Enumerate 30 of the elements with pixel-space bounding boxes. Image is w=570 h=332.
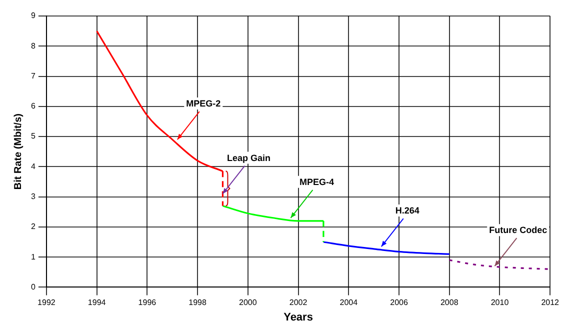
x-tick-label: 1994 xyxy=(88,298,106,308)
y-tick-label: 1 xyxy=(30,252,36,262)
y-tick-label: 9 xyxy=(30,11,36,20)
x-tick-label: 1996 xyxy=(138,298,157,308)
y-tick-label: 0 xyxy=(30,282,36,292)
x-tick-label: 1998 xyxy=(188,298,207,308)
y-tick-label: 7 xyxy=(30,71,36,80)
x-axis-title: Years xyxy=(284,311,313,324)
x-tick-label: 2002 xyxy=(289,298,308,308)
line-series xyxy=(322,241,450,255)
x-tick-label: 2000 xyxy=(239,298,258,308)
line-series xyxy=(448,259,550,270)
annotation: MPEG-4 xyxy=(299,176,334,187)
x-tick-label: 2012 xyxy=(541,298,560,308)
y-tick-label: 2 xyxy=(30,222,36,232)
x-tick-label: 2010 xyxy=(490,298,510,308)
annotation: Leap Gain xyxy=(226,152,270,163)
annotation: H.264 xyxy=(395,206,420,216)
x-tick-label: 2004 xyxy=(340,298,358,308)
y-tick-label: 5 xyxy=(30,132,36,141)
x-tick-label: 2006 xyxy=(390,298,408,308)
y-axis-title: Bit Rate (Mbit/s) xyxy=(12,114,24,190)
x-tick-label: 1992 xyxy=(38,298,56,308)
y-tick-label: 8 xyxy=(30,41,36,50)
x-tick-label: 2008 xyxy=(440,298,459,308)
y-tick-label: 4 xyxy=(30,162,36,171)
annotation: MPEG-2 xyxy=(186,98,221,109)
y-tick-label: 6 xyxy=(30,102,36,111)
annotation: Future Codec xyxy=(489,225,548,236)
y-tick-label: 3 xyxy=(30,192,36,202)
